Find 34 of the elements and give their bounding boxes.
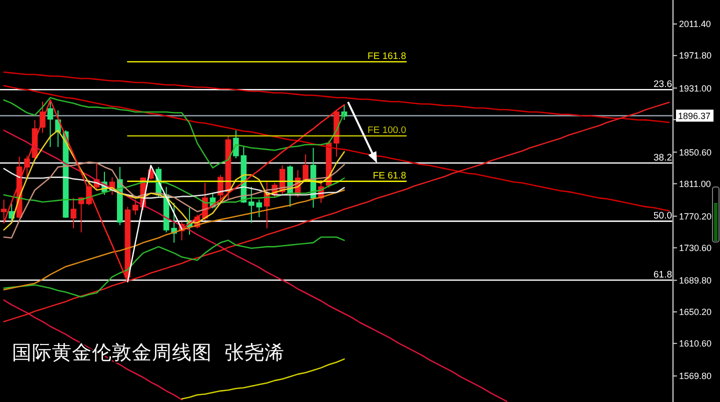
y-tick-label: 1770.20 (679, 211, 712, 222)
line-series (3, 130, 345, 231)
candlestick (47, 100, 54, 148)
annotation: 50.0 (654, 210, 672, 222)
line-series (3, 96, 345, 168)
series-label: FE 61.8 (372, 170, 406, 182)
series-label: FE 100.0 (368, 124, 406, 136)
y-tick-label: 1850.60 (679, 147, 712, 158)
line-series (3, 168, 345, 199)
line-series (3, 236, 345, 298)
y-tick-label: 2011.40 (679, 19, 711, 30)
candlestick (0, 199, 7, 221)
candlestick (171, 202, 177, 244)
y-tick-label: 1610.60 (679, 338, 712, 349)
annotation: 23.6 (654, 79, 672, 90)
y-tick-label: 1931.00 (679, 83, 712, 94)
y-tick-label: 1730.60 (679, 242, 712, 253)
ref-line-label: 1896.37 (678, 110, 711, 121)
y-tick-label: 1650.20 (679, 307, 712, 318)
annotation: 38.2 (654, 152, 672, 164)
line-series (3, 177, 345, 204)
line-series (3, 189, 345, 290)
line-series (3, 162, 345, 239)
y-tick-label: 1689.80 (679, 276, 712, 286)
candlestick (248, 186, 254, 224)
series-label: FE 161.8 (368, 50, 406, 62)
y-tick-label: 1811.00 (679, 178, 711, 189)
candlestick (256, 199, 262, 218)
line-series (3, 71, 670, 123)
y-tick-label: 1971.80 (679, 50, 712, 61)
candlestick (70, 198, 76, 229)
y-tick-label: 1569.80 (679, 371, 712, 382)
line-series (3, 102, 670, 322)
annotation: 61.8 (654, 270, 672, 281)
